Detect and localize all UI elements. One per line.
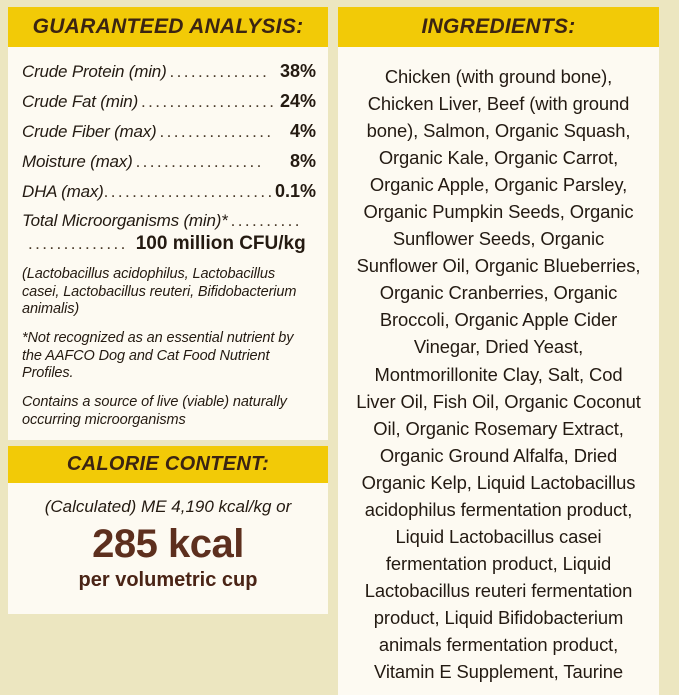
dot-leader: .............. bbox=[28, 234, 128, 253]
nutrient-row: Crude Fiber (max) ................ 4% bbox=[22, 121, 316, 142]
nutrient-label: Crude Protein (min) bbox=[22, 62, 167, 81]
dot-leader: ................... bbox=[141, 92, 277, 111]
calorie-content-body: (Calculated) ME 4,190 kcal/kg or 285 kca… bbox=[8, 482, 328, 614]
guaranteed-analysis-panel: GUARANTEED ANALYSIS: Crude Protein (min)… bbox=[8, 7, 328, 440]
right-column: INGREDIENTS: Chicken (with ground bone),… bbox=[338, 7, 659, 695]
ingredients-list: Chicken (with ground bone), Chicken Live… bbox=[356, 66, 641, 683]
calorie-amount: 285 kcal bbox=[92, 521, 244, 566]
guaranteed-analysis-header: GUARANTEED ANALYSIS: bbox=[8, 7, 328, 47]
dot-leader: ........................ bbox=[103, 182, 273, 201]
nutrient-value: 0.1% bbox=[274, 181, 316, 201]
nutrient-label: Crude Fiber (max) bbox=[22, 122, 157, 141]
nutrient-value: 8% bbox=[289, 151, 316, 171]
ingredients-panel: INGREDIENTS: Chicken (with ground bone),… bbox=[338, 7, 659, 695]
nutrient-label: Total Microorganisms (min)* bbox=[22, 211, 228, 230]
nutrient-row: Total Microorganisms (min)* .......... bbox=[22, 211, 316, 231]
calorie-unit: per volumetric cup bbox=[78, 568, 258, 591]
left-column: GUARANTEED ANALYSIS: Crude Protein (min)… bbox=[8, 7, 328, 614]
nutrient-row: DHA (max) ........................ 0.1% bbox=[22, 181, 316, 202]
guaranteed-analysis-body: Crude Protein (min) .............. 38% C… bbox=[8, 47, 328, 440]
ingredients-header: INGREDIENTS: bbox=[338, 7, 659, 47]
culture-note: (Lactobacillus acidophilus, Lactobacillu… bbox=[22, 266, 297, 318]
ingredients-body: Chicken (with ground bone), Chicken Live… bbox=[338, 47, 659, 695]
nutrient-value: 4% bbox=[289, 121, 316, 141]
nutrient-label: Moisture (max) bbox=[22, 152, 133, 171]
dot-leader: ................ bbox=[159, 122, 274, 141]
nutrient-row: Moisture (max) .................. 8% bbox=[22, 151, 316, 172]
calorie-content-header: CALORIE CONTENT: bbox=[8, 445, 328, 483]
calorie-content-panel: CALORIE CONTENT: (Calculated) ME 4,190 k… bbox=[8, 445, 328, 614]
nutrient-label: DHA (max) bbox=[22, 182, 104, 201]
aafco-footnote: *Not recognized as an essential nutrient… bbox=[22, 330, 294, 382]
nutrient-value: 100 million CFU/kg bbox=[135, 233, 306, 254]
dot-leader: .......... bbox=[230, 211, 302, 230]
nutrient-label: Crude Fat (min) bbox=[22, 92, 139, 111]
nutrient-value: 24% bbox=[279, 91, 316, 111]
metabolizable-energy-line: (Calculated) ME 4,190 kcal/kg or bbox=[44, 496, 292, 516]
dot-leader: .................. bbox=[135, 152, 264, 171]
nutrient-value: 38% bbox=[279, 61, 316, 81]
live-cultures-note: Contains a source of live (viable) natur… bbox=[22, 394, 287, 428]
dot-leader: .............. bbox=[169, 62, 270, 81]
nutrient-row: Crude Protein (min) .............. 38% bbox=[22, 61, 316, 82]
nutrient-row: Crude Fat (min) ................... 24% bbox=[22, 91, 316, 112]
pet-food-label: GUARANTEED ANALYSIS: Crude Protein (min)… bbox=[8, 7, 659, 695]
nutrient-row-continuation: .............. 100 million CFU/kg bbox=[22, 233, 316, 255]
